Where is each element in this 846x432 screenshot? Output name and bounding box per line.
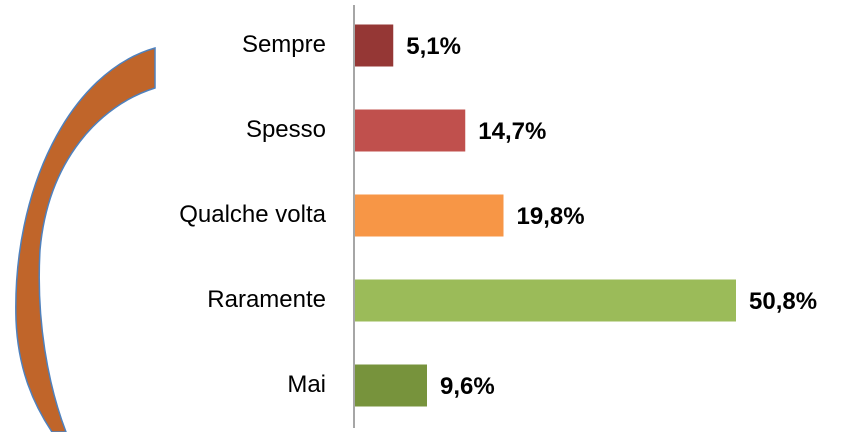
- value-label: 9,6%: [440, 373, 495, 400]
- category-label: Qualche volta: [179, 201, 326, 228]
- bar: [355, 24, 394, 67]
- category-label: Sempre: [242, 31, 326, 58]
- value-label: 5,1%: [406, 33, 461, 60]
- bar: [355, 279, 736, 322]
- decorative-arc: [15, 47, 156, 432]
- bar: [355, 109, 466, 152]
- category-label: Mai: [287, 371, 326, 398]
- category-label: Spesso: [246, 116, 326, 143]
- value-label: 14,7%: [478, 118, 546, 145]
- value-label: 19,8%: [517, 203, 585, 230]
- bar: [355, 364, 427, 407]
- category-label: Raramente: [207, 286, 326, 313]
- value-label: 50,8%: [749, 288, 817, 315]
- bar: [355, 194, 504, 237]
